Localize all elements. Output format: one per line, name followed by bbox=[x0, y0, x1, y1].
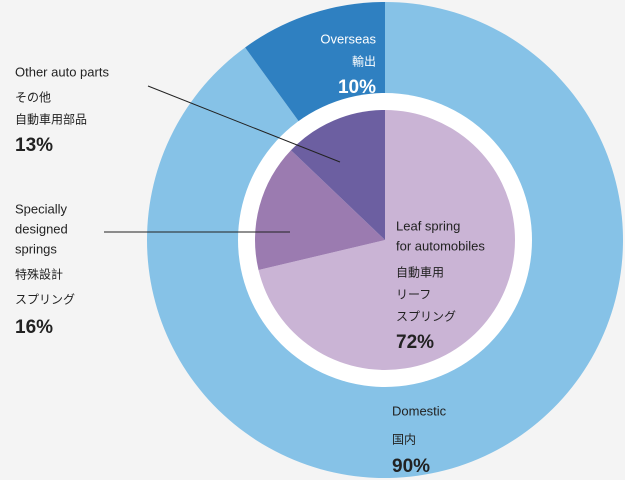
category-label-ja: 自動車用 bbox=[396, 266, 444, 280]
category-label-ja: その他 bbox=[15, 91, 51, 105]
category-label: Leaf spring bbox=[396, 218, 460, 233]
category-label-ja: 自動車用部品 bbox=[15, 112, 87, 127]
labels: Domestic 国内 90% Overseas 輸出 10% Leaf spring for… bbox=[15, 31, 485, 477]
value-label: 13% bbox=[15, 135, 53, 156]
slice bbox=[255, 150, 385, 271]
leader-line bbox=[147, 85, 341, 163]
value-label: 16% bbox=[15, 317, 53, 338]
category-label: Other auto parts bbox=[15, 64, 109, 79]
category-label: Specially bbox=[15, 201, 68, 216]
slices bbox=[147, 2, 623, 478]
category-label-ja: 輸出 bbox=[352, 54, 376, 69]
category-label: designed bbox=[15, 221, 68, 236]
category-label: Overseas bbox=[320, 31, 376, 46]
slice bbox=[258, 110, 515, 370]
category-label-ja: 特殊設計 bbox=[15, 267, 63, 282]
category-label: Domestic bbox=[392, 403, 447, 418]
category-label-ja: 国内 bbox=[392, 433, 416, 447]
category-label-ja: スプリング bbox=[15, 293, 75, 307]
category-label: springs bbox=[15, 241, 57, 256]
slice bbox=[290, 110, 385, 240]
category-label-ja: スプリング bbox=[396, 310, 456, 324]
category-label-ja: リーフ bbox=[396, 288, 431, 302]
value-label: 90% bbox=[392, 456, 430, 477]
value-label: 10% bbox=[338, 77, 376, 98]
category-label: for automobiles bbox=[396, 238, 485, 253]
value-label: 72% bbox=[396, 332, 434, 353]
